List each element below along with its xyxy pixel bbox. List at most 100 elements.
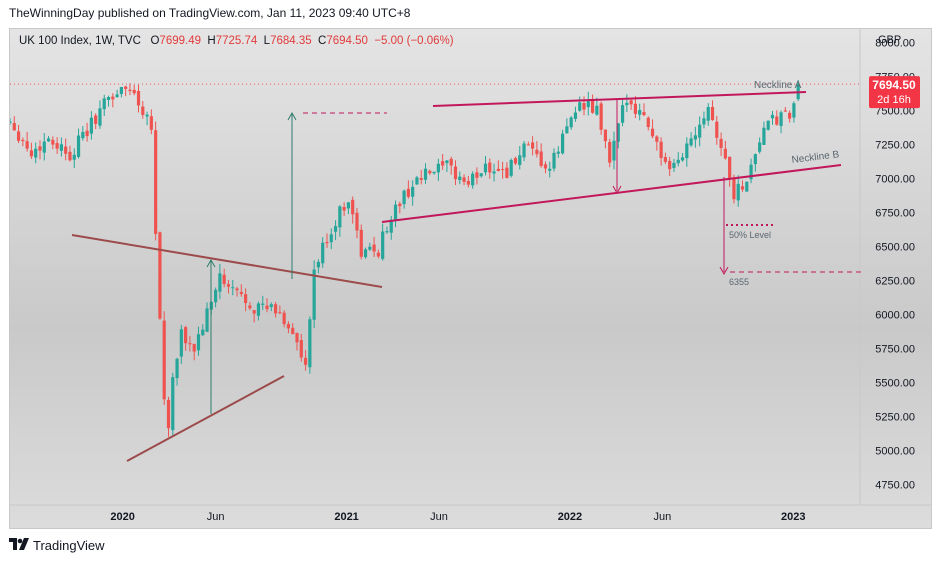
candle-body [329,234,333,243]
candle-body [333,226,338,232]
candle-body [663,157,667,162]
candle-body [505,167,509,178]
candle-body [646,117,650,128]
candle-body [745,181,749,192]
candle-body [98,108,102,126]
candle-body [59,144,64,151]
candle-body [222,274,226,285]
low-label: L [263,35,271,47]
candle-body [556,151,560,154]
candle-body [111,96,115,100]
price-tick-label: 5250.00 [875,412,915,424]
price-tick-label: 7500.00 [875,106,915,118]
candle-body [599,103,603,130]
candle-body [359,229,363,257]
candle-body [710,106,715,121]
candle-body [154,130,158,234]
candle-body [346,202,351,209]
candle-body [715,121,719,138]
candle-body [196,334,201,351]
candle-body [128,89,132,91]
candle-body [783,110,787,112]
currency-label: GBP [878,34,901,46]
price-chart[interactable]: GBP 4750.00 5000.00 5250.00 5500.00 5750.00 6… [10,29,931,528]
candle-body [64,146,68,154]
candle-body [25,141,29,149]
candle-body [608,141,612,163]
price-tick-label: 6250.00 [875,276,915,288]
price-tick-label: 7250.00 [875,140,915,152]
candle-body [488,162,492,173]
high-label: H [207,35,216,47]
candle-body [483,163,488,173]
candle-body [552,152,556,169]
candle-body [749,164,753,180]
candle-body [179,329,183,357]
candle-body [308,319,312,368]
candle-body [458,176,462,181]
candle-body [102,98,106,110]
candle-body [338,206,342,228]
candle-body [51,139,55,145]
measure-arrow-head-2 [287,111,297,121]
candle-body [85,130,89,137]
price-tick-label: 5000.00 [875,446,915,458]
candle-body [119,87,123,95]
candle-body [612,140,616,161]
candle-body [672,162,676,168]
candle-body [265,305,269,310]
candle-body [16,131,21,141]
candle-body [518,155,522,165]
candle-body [273,304,278,314]
candle-body [638,110,642,115]
tradingview-brand[interactable]: TradingView [33,538,105,553]
candle-body [689,138,693,146]
triangle-upper-line [71,234,383,288]
candle-body [586,101,590,108]
candle-body [291,327,295,335]
candle-body [295,333,299,343]
candle-body [325,242,329,244]
candle-body [595,105,599,115]
candle-body [10,121,12,123]
candle-body [389,219,393,233]
price-tick-label: 6500.00 [875,242,915,254]
price-tag-price: 7694.50 [872,78,916,92]
candle-body [372,244,376,252]
candle-body [321,242,325,264]
candle-body [226,284,231,287]
candle-body [201,329,205,336]
candle-body [633,103,638,114]
candle-body [676,159,680,164]
time-axis[interactable]: 2020 Jun 2021 Jun 2022 Jun 2023 [110,511,805,523]
candle-body [256,303,261,316]
measure-arrow-head-1 [206,258,216,268]
candle-body [573,112,578,119]
candle-body [728,156,732,180]
candle-body [698,124,702,138]
candle-body [351,199,355,215]
close-label: C [318,35,327,47]
candle-body [719,138,723,149]
low-value: 7684.35 [270,35,312,47]
candle-body [702,118,706,125]
drop-arrow-head-1 [612,185,622,195]
candle-body [312,269,316,320]
time-tick-label: Jun [430,511,448,523]
time-tick-label: 2021 [334,511,358,523]
price-axis[interactable]: 4750.00 5000.00 5250.00 5500.00 5750.00 6000.… [875,38,915,492]
candle-body [560,133,565,154]
price-tick-label: 6000.00 [875,310,915,322]
candle-body [34,148,38,158]
candle-body [501,169,505,171]
candle-body [543,164,548,169]
candle-body [471,173,475,186]
candle-body [141,106,145,115]
candle-body [368,246,372,250]
chart-panel[interactable]: UK 100 Index, 1W, TVC O7699.49 H7725.74 … [9,28,932,529]
candle-body [214,289,218,303]
candle-body [124,86,128,89]
candle-body [393,204,398,221]
candle-body [578,102,582,111]
candle-body [261,303,265,305]
